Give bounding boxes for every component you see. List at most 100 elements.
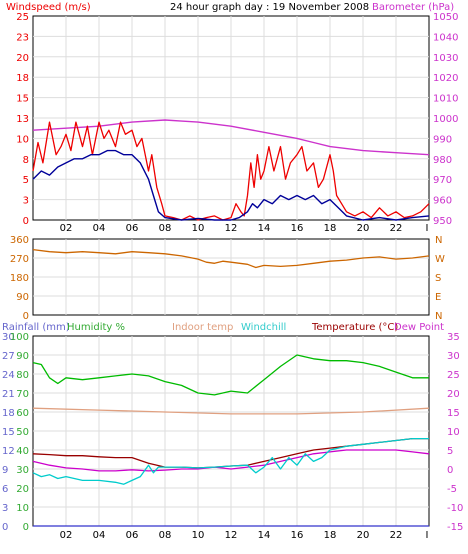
compass-label: N (435, 311, 442, 322)
temperature-tick-label: 5 (447, 446, 453, 457)
barometer-tick-label: 1020 (433, 73, 458, 84)
humidity-tick-label: 10 (16, 503, 29, 514)
barometer-tick-label: 950 (433, 216, 452, 227)
x-tick-label: 04 (93, 530, 106, 541)
rainfall-tick-label: 15 (2, 427, 15, 438)
humidity-tick-label: 50 (16, 427, 29, 438)
windspeed-line (32, 149, 430, 221)
barometer-tick-label: 1030 (433, 53, 458, 64)
temperature-tick-label: 35 (447, 332, 460, 343)
rainfall-tick-label: 21 (2, 389, 15, 400)
humidity-tick-label: 100 (10, 332, 29, 343)
temperature-tick-label: 30 (447, 351, 460, 362)
x-tick-label: 22 (390, 530, 403, 541)
windchill-line (32, 437, 429, 485)
x-tick-label: 16 (291, 530, 304, 541)
windspeed-tick-label: 25 (16, 12, 29, 23)
barometer-tick-label: 960 (433, 196, 452, 207)
x-tick-label: 08 (159, 223, 172, 234)
x-tick-label: 02 (60, 223, 73, 234)
x-tick-label: 18 (324, 223, 337, 234)
windspeed-tick-label: 3 (23, 196, 29, 207)
legend-temperature: Temperature (°C) (311, 322, 398, 333)
x-tick-label: 12 (225, 530, 238, 541)
barometer-line (32, 119, 430, 156)
direction-tick-label: 90 (16, 292, 29, 303)
x-tick-label: 10 (192, 223, 205, 234)
direction-tick-label: 180 (10, 273, 29, 284)
legend-humidity: Humidity % (67, 322, 125, 333)
rainfall-tick-label: 18 (2, 408, 15, 419)
temperature-tick-label: 20 (447, 389, 460, 400)
x-tick-label: 16 (291, 223, 304, 234)
x-tick-label: 06 (126, 530, 139, 541)
humidity-tick-label: 30 (16, 465, 29, 476)
temperature-tick-label: 10 (447, 427, 460, 438)
x-tick-label: 14 (258, 223, 271, 234)
rainfall-tick-label: 9 (2, 465, 8, 476)
dewpoint-line (32, 449, 430, 472)
rainfall-tick-label: 27 (2, 351, 15, 362)
x-end-marker: I (426, 223, 429, 234)
barometer-tick-label: 1050 (433, 12, 458, 23)
x-end-marker: I (426, 530, 429, 541)
windspeed-tick-label: 18 (16, 73, 29, 84)
rainfall-tick-label: 0 (2, 522, 8, 533)
direction-tick-label: 360 (10, 235, 29, 246)
temperature-tick-label: -5 (447, 484, 457, 495)
x-tick-label: 02 (60, 530, 73, 541)
right-axis-label: Barometer (hPa) (372, 2, 454, 13)
x-tick-label: 06 (126, 223, 139, 234)
barometer-tick-label: 970 (433, 175, 452, 186)
compass-label: W (435, 254, 445, 265)
humidity-tick-label: 0 (23, 522, 29, 533)
legend-indoor-temp: Indoor temp (172, 322, 233, 333)
humidity-tick-label: 80 (16, 370, 29, 381)
humidity-tick-label: 90 (16, 351, 29, 362)
rainfall-tick-label: 3 (2, 503, 8, 514)
temperature-tick-label: 0 (447, 465, 453, 476)
gust-line (32, 121, 430, 221)
windspeed-tick-label: 8 (23, 155, 29, 166)
wind-barometer-panel: Windspeed (m/s) 24 hour graph day : 19 N… (6, 2, 458, 234)
compass-label: S (435, 273, 441, 284)
compass-label: E (435, 292, 441, 303)
temperature-panel: Rainfall (mm) Humidity % Indoor temp Win… (2, 322, 463, 541)
windspeed-tick-label: 23 (16, 32, 29, 43)
barometer-tick-label: 980 (433, 155, 452, 166)
rainfall-tick-label: 12 (2, 446, 15, 457)
rainfall-tick-label: 6 (2, 484, 8, 495)
temperature-tick-label: -15 (447, 522, 463, 533)
x-tick-label: 14 (258, 530, 271, 541)
temperature-tick-label: -10 (447, 503, 463, 514)
direction-line (32, 248, 430, 269)
x-tick-label: 04 (93, 223, 106, 234)
x-tick-label: 12 (225, 223, 238, 234)
direction-tick-label: 0 (23, 311, 29, 322)
windspeed-tick-label: 15 (16, 94, 29, 105)
left-axis-label: Windspeed (m/s) (6, 2, 91, 13)
chart-title: 24 hour graph day : 19 November 2008 (170, 2, 369, 13)
windspeed-tick-label: 5 (23, 175, 29, 186)
x-tick-label: 10 (192, 530, 205, 541)
barometer-tick-label: 990 (433, 134, 452, 145)
rainfall-tick-label: 30 (2, 332, 15, 343)
indoor-line (32, 407, 430, 415)
rainfall-tick-label: 24 (2, 370, 15, 381)
windspeed-tick-label: 0 (23, 216, 29, 227)
direction-tick-label: 270 (10, 254, 29, 265)
humidity-tick-label: 20 (16, 484, 29, 495)
windspeed-tick-label: 20 (16, 53, 29, 64)
legend-dew-point: Dew Point (394, 322, 444, 333)
barometer-tick-label: 1010 (433, 94, 458, 105)
temperature-tick-label: 15 (447, 408, 460, 419)
compass-label: N (435, 235, 442, 246)
x-tick-label: 22 (390, 223, 403, 234)
temperature-tick-label: 25 (447, 370, 460, 381)
x-tick-label: 18 (324, 530, 337, 541)
legend-rainfall: Rainfall (mm) (2, 322, 70, 333)
windspeed-tick-label: 10 (16, 134, 29, 145)
x-tick-label: 08 (159, 530, 172, 541)
barometer-tick-label: 1000 (433, 114, 458, 125)
